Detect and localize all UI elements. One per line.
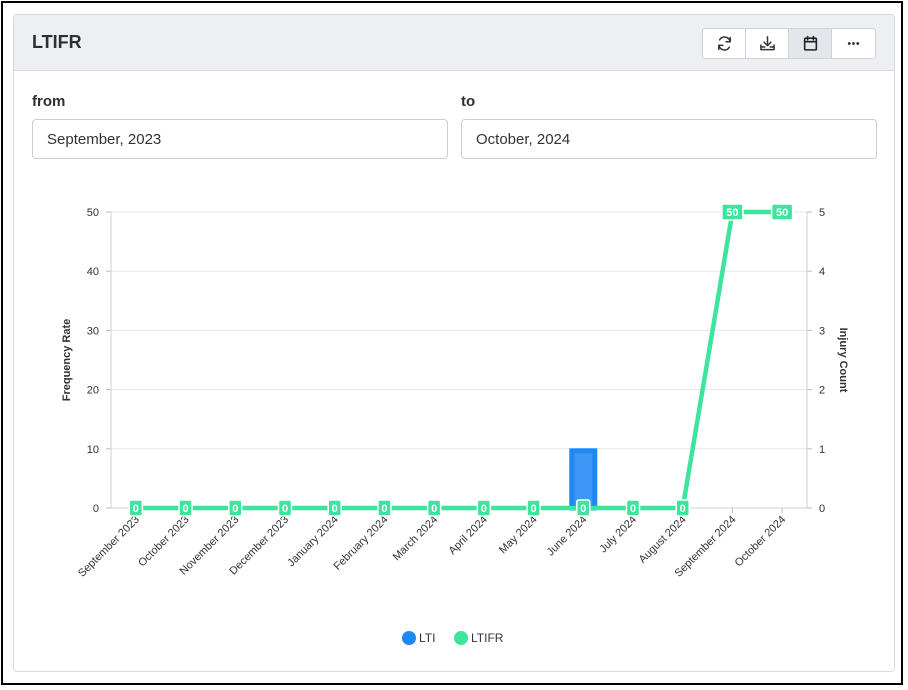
y2-tick-label: 5	[819, 207, 825, 219]
y-axis-title: Frequency Rate	[61, 319, 73, 402]
x-tick-label: July 2024	[597, 514, 639, 556]
legend-ltifr-swatch	[454, 631, 468, 645]
x-tick-label: May 2024	[497, 514, 540, 557]
y-tick-label: 10	[87, 444, 99, 456]
to-label: to	[461, 93, 476, 110]
data-label: 0	[332, 503, 338, 515]
data-label-box	[327, 499, 342, 517]
y-tick-label: 0	[93, 503, 99, 515]
y2-tick-label: 3	[819, 325, 825, 337]
refresh-icon	[717, 36, 731, 51]
x-tick-label: March 2024	[391, 514, 441, 564]
data-label-box	[178, 499, 193, 517]
x-tick-label: October 2024	[733, 514, 789, 570]
x-tick-label: June 2024	[545, 514, 590, 559]
x-tick-label: April 2024	[446, 514, 490, 558]
legend-ltifr-label: LTIFR	[471, 631, 504, 645]
y-tick-label: 50	[87, 207, 99, 219]
data-label: 0	[133, 503, 139, 515]
refresh-button[interactable]	[703, 29, 746, 58]
data-label-box	[377, 499, 392, 517]
data-label: 50	[726, 207, 738, 219]
ltifr-card: LTIFR	[13, 14, 895, 672]
ltifr-chart: 0 10 20 30 40 50 0 1 2 3 4 5 Frequency Rate Injury Co…	[61, 203, 849, 645]
data-label: 0	[630, 503, 636, 515]
data-label: 0	[680, 503, 686, 515]
data-label-box	[770, 203, 794, 221]
x-tick-label: January 2024	[285, 514, 341, 570]
data-label: 0	[580, 503, 586, 515]
y-tick-label: 30	[87, 325, 99, 337]
data-label-box	[721, 203, 744, 221]
data-label: 0	[282, 503, 288, 515]
data-label-box	[128, 499, 144, 517]
data-label-box	[625, 499, 641, 517]
data-label-box	[526, 499, 541, 517]
y2-tick-label: 1	[819, 444, 825, 456]
data-label: 0	[183, 503, 189, 515]
data-label: 0	[431, 503, 437, 515]
data-label-box	[426, 499, 442, 517]
card-title: LTIFR	[32, 32, 82, 52]
y2-tick-label: 0	[819, 503, 825, 515]
calendar-button[interactable]	[789, 29, 832, 58]
data-label-box	[576, 499, 591, 517]
data-label-box	[228, 499, 243, 517]
y2-tick-label: 4	[819, 266, 825, 278]
more-icon	[847, 42, 860, 45]
more-button[interactable]	[832, 29, 875, 58]
y-tick-label: 20	[87, 385, 99, 397]
chart-toolbar	[702, 28, 876, 59]
data-label-box	[675, 499, 690, 517]
x-tick-label: August 2024	[637, 514, 689, 566]
download-icon	[759, 36, 775, 51]
ltifr-line	[135, 209, 783, 511]
download-button[interactable]	[746, 29, 789, 58]
y-tick-label: 40	[87, 266, 99, 278]
y2-tick-label: 2	[819, 385, 825, 397]
data-label: 0	[381, 503, 387, 515]
data-label-box	[476, 499, 492, 517]
calendar-icon	[803, 35, 817, 51]
data-label: 50	[776, 207, 788, 219]
from-label: from	[32, 93, 66, 110]
data-label: 0	[481, 503, 487, 515]
from-date-input[interactable]	[32, 119, 448, 159]
x-tick-label: October 2023	[136, 514, 192, 570]
legend-lti-label: LTI	[419, 631, 435, 645]
data-label-box	[277, 499, 293, 517]
to-date-input[interactable]	[461, 119, 877, 159]
card-header: LTIFR	[14, 15, 894, 71]
data-label: 0	[232, 503, 238, 515]
legend-lti-swatch	[402, 631, 416, 645]
x-tick-label: September 2023	[76, 514, 142, 580]
data-label: 0	[531, 503, 537, 515]
y2-axis-title: Injury Count	[837, 328, 849, 393]
